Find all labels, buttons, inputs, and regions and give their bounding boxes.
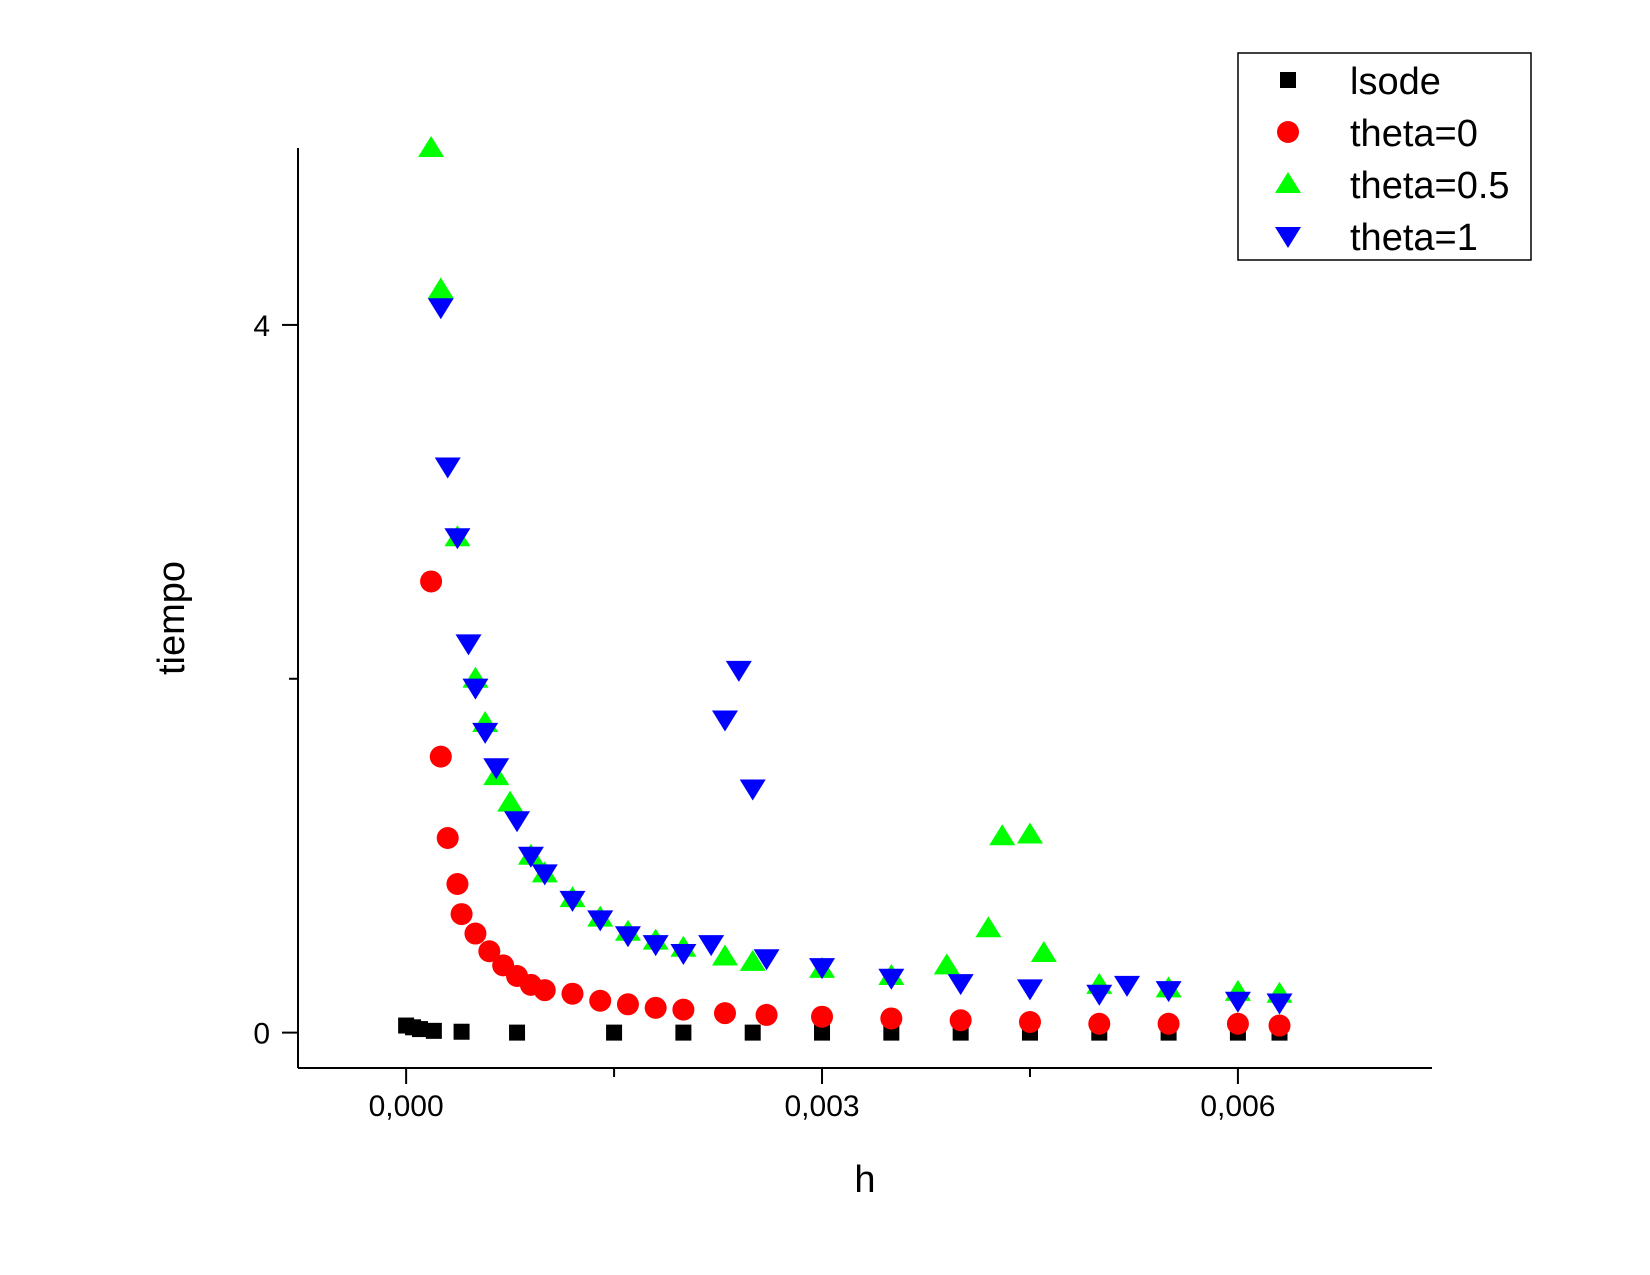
- series-3-point-26: [1155, 981, 1182, 1003]
- series-0-point-3: [425, 1022, 442, 1039]
- series-0-point-2: [411, 1021, 428, 1038]
- series-1: [420, 570, 1291, 1037]
- series-1-point-20: [949, 1009, 972, 1032]
- legend-label-3: theta=1: [1350, 217, 1478, 259]
- x-tick-label-1: 0,003: [784, 1090, 859, 1123]
- series-1-point-16: [713, 1002, 736, 1025]
- series-3-point-4: [462, 678, 489, 700]
- y-tick-label-1: 4: [253, 310, 270, 343]
- series-3-point-14: [670, 944, 697, 965]
- series-1-point-24: [1226, 1012, 1249, 1035]
- series-0-point-6: [606, 1024, 623, 1041]
- y-tick-label-0: 0: [253, 1018, 270, 1051]
- series-3-point-17: [725, 660, 752, 682]
- series-3-point-16: [711, 710, 738, 732]
- series-1-point-18: [811, 1005, 834, 1028]
- series-2-point-0: [418, 136, 445, 157]
- series-3: [427, 298, 1293, 1015]
- series-0-point-5: [509, 1024, 526, 1041]
- series-3-point-24: [1086, 984, 1113, 1006]
- series-0-point-7: [675, 1024, 692, 1041]
- series-0-point-8: [744, 1024, 761, 1041]
- series-2-point-19: [975, 916, 1002, 938]
- series-1-point-0: [420, 570, 443, 593]
- series-3-point-2: [444, 528, 471, 550]
- series-1-point-25: [1268, 1014, 1291, 1037]
- series-1-point-1: [429, 745, 452, 768]
- legend-marker-2: [1275, 172, 1301, 193]
- legend-marker-0: [1280, 72, 1296, 88]
- series-2-point-20: [989, 824, 1016, 846]
- series-3-point-28: [1266, 993, 1293, 1015]
- series-1-point-23: [1157, 1012, 1180, 1035]
- series-3-point-5: [472, 722, 499, 744]
- series-3-point-20: [809, 958, 836, 980]
- legend-label-1: theta=0: [1350, 113, 1478, 155]
- series-layer: [398, 136, 1293, 1041]
- series-1-point-17: [755, 1003, 778, 1026]
- series-3-point-11: [587, 910, 614, 932]
- series-3-point-0: [427, 298, 454, 320]
- x-tick-label-0: 0,000: [369, 1090, 444, 1123]
- series-3-point-10: [559, 890, 586, 912]
- series-1-point-2: [436, 827, 459, 849]
- series-3-point-23: [1016, 979, 1043, 1001]
- series-1-point-10: [533, 979, 556, 1002]
- series-3-point-19: [753, 949, 780, 971]
- series-3-point-8: [517, 846, 544, 868]
- series-1-point-11: [561, 982, 584, 1005]
- series-0-point-9: [814, 1024, 831, 1041]
- y-axis-title: tiempo: [151, 561, 193, 675]
- series-1-point-3: [446, 873, 469, 895]
- series-1-point-4: [450, 903, 473, 926]
- series-1-point-19: [880, 1007, 903, 1030]
- series-1-point-12: [589, 989, 612, 1012]
- x-axis-title: h: [854, 1159, 875, 1201]
- series-1-point-14: [644, 996, 667, 1019]
- series-3-point-9: [531, 864, 558, 886]
- series-1-point-15: [672, 998, 695, 1021]
- legend-marker-3: [1275, 227, 1301, 248]
- series-2-point-1: [427, 277, 454, 299]
- series-2-point-18: [933, 953, 960, 975]
- series-0-point-4: [453, 1023, 470, 1040]
- legend: lsode theta=0 theta=0.5 theta=1: [1237, 52, 1532, 261]
- series-1-point-22: [1088, 1012, 1111, 1035]
- series-1-point-6: [478, 940, 501, 963]
- series-3-point-22: [947, 974, 974, 996]
- series-2-point-6: [497, 790, 524, 812]
- series-1-point-13: [616, 993, 639, 1016]
- series-1-point-21: [1018, 1011, 1041, 1033]
- series-3-point-6: [483, 758, 510, 780]
- series-1-point-5: [464, 922, 487, 945]
- series-2-point-14: [711, 944, 738, 966]
- legend-marker-1: [1277, 121, 1299, 143]
- x-tick-label-2: 0,006: [1200, 1090, 1275, 1123]
- series-3-point-7: [504, 811, 531, 833]
- series-3-point-25: [1114, 975, 1141, 997]
- series-3-point-12: [614, 926, 641, 948]
- series-0: [398, 1017, 1288, 1041]
- series-3-point-1: [434, 457, 461, 479]
- series-2-point-15: [739, 949, 766, 971]
- series-3-point-27: [1224, 991, 1251, 1013]
- series-3-point-21: [878, 968, 905, 990]
- axes: 0,000 0,003 0,006 0 4: [253, 148, 1432, 1123]
- legend-label-0: lsode: [1350, 61, 1441, 103]
- legend-label-2: theta=0.5: [1350, 165, 1510, 207]
- series-2-point-22: [1030, 941, 1057, 962]
- series-3-point-3: [455, 634, 482, 656]
- series-2-point-21: [1016, 822, 1043, 844]
- series-3-point-15: [698, 935, 725, 957]
- series-3-point-13: [642, 935, 669, 957]
- series-3-point-18: [739, 779, 766, 801]
